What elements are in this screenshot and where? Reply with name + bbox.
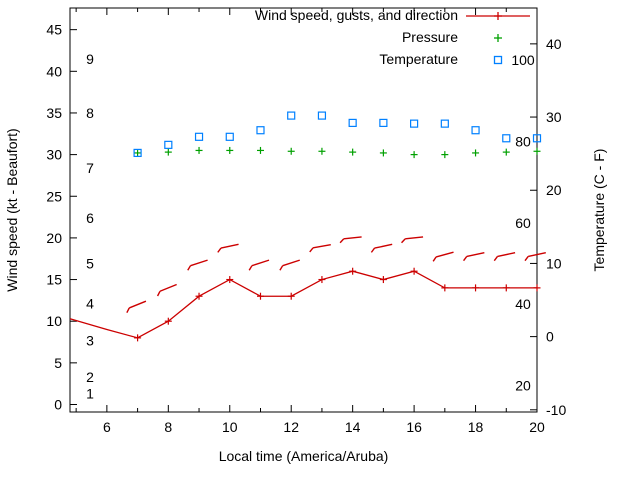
fahrenheit-label: 80 <box>515 133 531 149</box>
gust-direction-barb <box>524 252 546 262</box>
gust-direction-barb <box>217 243 239 253</box>
y-left-tick-label: 5 <box>54 355 62 371</box>
x-tick-label: 10 <box>222 419 238 435</box>
x-tick-label: 6 <box>103 419 111 435</box>
y-left-tick-label: 25 <box>46 188 62 204</box>
beaufort-label: 5 <box>86 256 94 272</box>
fahrenheit-label: 100 <box>511 52 535 68</box>
y-right-tick-label: 0 <box>546 329 554 345</box>
wind-speed-line <box>69 270 537 339</box>
x-tick-label: 16 <box>406 419 422 435</box>
beaufort-label: 9 <box>86 51 94 67</box>
legend-label-pressure: Pressure <box>402 29 458 45</box>
gust-direction-barb <box>126 300 147 313</box>
beaufort-label: 2 <box>86 369 94 385</box>
beaufort-label: 4 <box>86 296 94 312</box>
y-right-tick-label: 20 <box>546 182 562 198</box>
y-left-tick-label: 0 <box>54 397 62 413</box>
y-right-tick-label: 40 <box>546 36 562 52</box>
temperature-point <box>287 111 296 120</box>
temperature-point <box>502 134 511 143</box>
x-axis-title: Local time (America/Aruba) <box>219 448 389 464</box>
temperature-point <box>317 111 327 120</box>
y-right-tick-label: 30 <box>546 109 562 125</box>
fahrenheit-label: 20 <box>515 377 531 393</box>
temperature-point <box>379 118 388 128</box>
gust-direction-barb <box>187 259 208 271</box>
temperature-point <box>471 126 480 135</box>
x-tick-label: 12 <box>283 419 299 435</box>
temperature-point <box>225 132 234 141</box>
y-left-tick-label: 45 <box>46 22 62 38</box>
gust-direction-barb <box>279 259 300 271</box>
gust-direction-barb <box>339 236 362 244</box>
x-tick-label: 8 <box>164 419 172 435</box>
beaufort-label: 1 <box>86 386 94 402</box>
temperature-point <box>440 119 449 128</box>
gust-direction-barb <box>432 251 454 262</box>
beaufort-label: 3 <box>86 332 94 348</box>
y-right-tick-label: 10 <box>546 255 562 271</box>
temperature-point <box>194 132 204 141</box>
fahrenheit-label: 60 <box>515 215 531 231</box>
temperature-point <box>256 126 265 135</box>
gust-direction-barb <box>493 252 516 262</box>
y-left-tick-label: 20 <box>46 230 62 246</box>
gust-direction-barb <box>370 243 393 253</box>
x-tick-label: 20 <box>529 419 545 435</box>
y-left-tick-label: 15 <box>46 272 62 288</box>
legend-sample-square <box>493 55 503 65</box>
legend-label-wind: Wind speed, gusts, and direction <box>255 7 458 23</box>
y-left-tick-label: 35 <box>46 105 62 121</box>
y-left-axis-title: Wind speed (kt - Beaufort) <box>4 128 20 291</box>
temperature-point <box>532 134 542 143</box>
gust-direction-barb <box>401 236 424 244</box>
beaufort-label: 6 <box>86 210 94 226</box>
y-left-tick-label: 10 <box>46 313 62 329</box>
x-tick-label: 18 <box>468 419 484 435</box>
gust-direction-barb <box>309 243 331 253</box>
y-right-axis-title: Temperature (C - F) <box>591 149 607 272</box>
gust-direction-barb <box>156 283 177 297</box>
temperature-point <box>348 118 357 128</box>
y-left-tick-label: 40 <box>46 63 62 79</box>
y-right-tick-label: -10 <box>546 402 566 418</box>
legend-label-temperature: Temperature <box>379 51 458 67</box>
beaufort-label: 8 <box>86 105 94 121</box>
temperature-point <box>410 119 419 128</box>
beaufort-label: 7 <box>86 160 94 176</box>
x-tick-label: 14 <box>345 419 361 435</box>
plot-border <box>69 7 538 413</box>
temperature-point <box>133 148 142 158</box>
gust-direction-barb <box>463 252 485 262</box>
gust-direction-barb <box>248 259 270 271</box>
fahrenheit-label: 40 <box>515 296 531 312</box>
y-left-tick-label: 30 <box>46 147 62 163</box>
temperature-point <box>164 140 173 149</box>
